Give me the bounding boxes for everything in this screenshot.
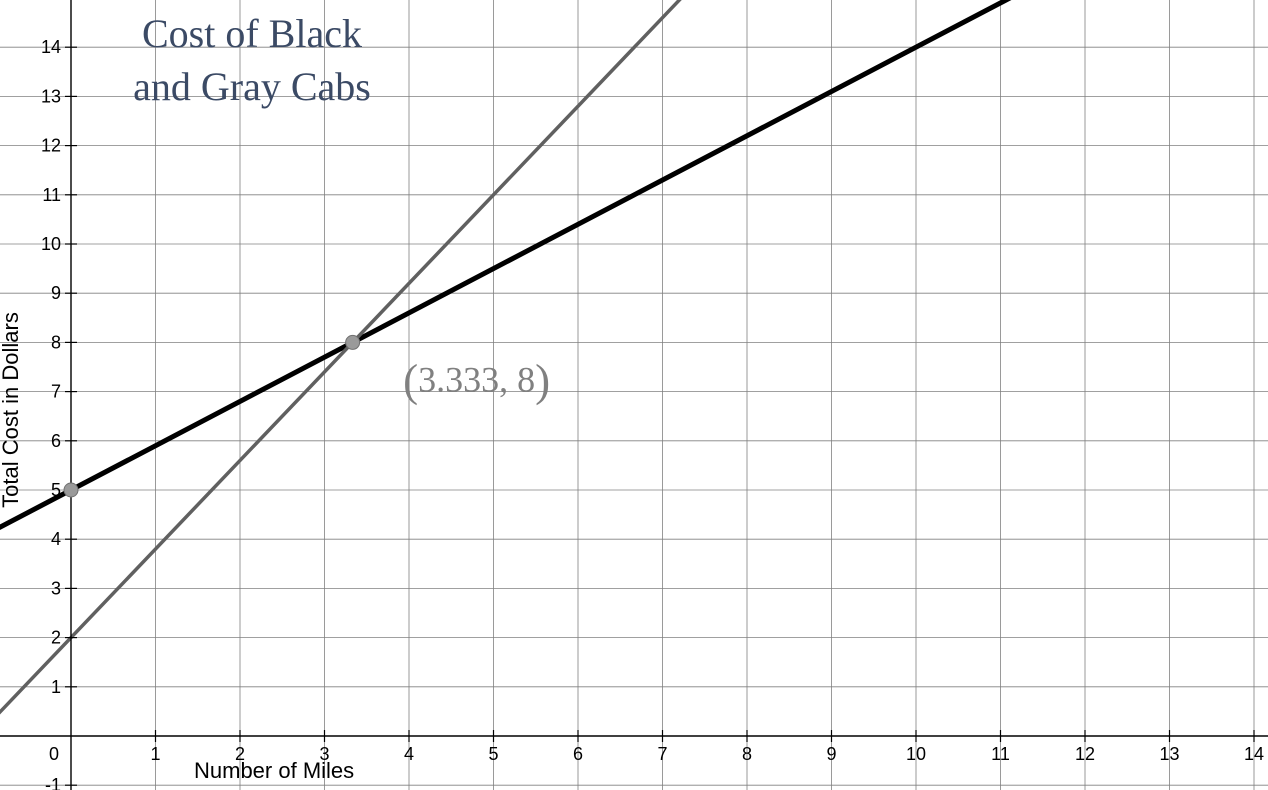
chart-title-line2: and Gray Cabs [133, 64, 371, 109]
x-axis-label: Number of Miles [194, 758, 354, 783]
x-tick-label: 1 [150, 744, 160, 764]
y-axis-label: Total Cost in Dollars [0, 312, 23, 508]
y-tick-label: -1 [45, 775, 61, 790]
chart-svg: 01234567891011121314-1123456789101112131… [0, 0, 1268, 790]
x-tick-label: 13 [1159, 744, 1179, 764]
y-tick-label: 7 [51, 382, 61, 402]
chart-title-line1: Cost of Black [142, 11, 362, 56]
chart-container: 01234567891011121314-1123456789101112131… [0, 0, 1268, 790]
data-point [64, 483, 78, 497]
y-tick-label: 13 [41, 86, 61, 106]
y-tick-label: 11 [42, 185, 61, 205]
x-tick-label: 10 [906, 744, 926, 764]
y-tick-label: 9 [51, 283, 61, 303]
x-tick-label: 6 [573, 744, 583, 764]
data-point [346, 335, 360, 349]
chart-background [0, 0, 1268, 790]
x-tick-label: 5 [488, 744, 498, 764]
x-tick-label: 9 [826, 744, 836, 764]
y-tick-label: 14 [41, 37, 61, 57]
x-tick-label: 4 [404, 744, 414, 764]
y-tick-label: 6 [51, 431, 61, 451]
x-tick-label: 12 [1075, 744, 1095, 764]
y-tick-label: 1 [51, 677, 61, 697]
y-tick-label: 8 [51, 332, 61, 352]
y-tick-label: 2 [51, 628, 61, 648]
y-tick-label: 3 [51, 578, 61, 598]
y-tick-label: 5 [51, 480, 61, 500]
x-tick-label: 14 [1244, 744, 1264, 764]
y-tick-label: 10 [41, 234, 61, 254]
x-tick-label: 7 [657, 744, 667, 764]
y-tick-label: 12 [41, 136, 61, 156]
x-tick-label: 0 [49, 744, 59, 764]
x-tick-label: 11 [991, 744, 1010, 764]
x-tick-label: 8 [742, 744, 752, 764]
y-tick-label: 4 [51, 529, 61, 549]
intersection-label: (3.333, 8) [403, 356, 550, 406]
